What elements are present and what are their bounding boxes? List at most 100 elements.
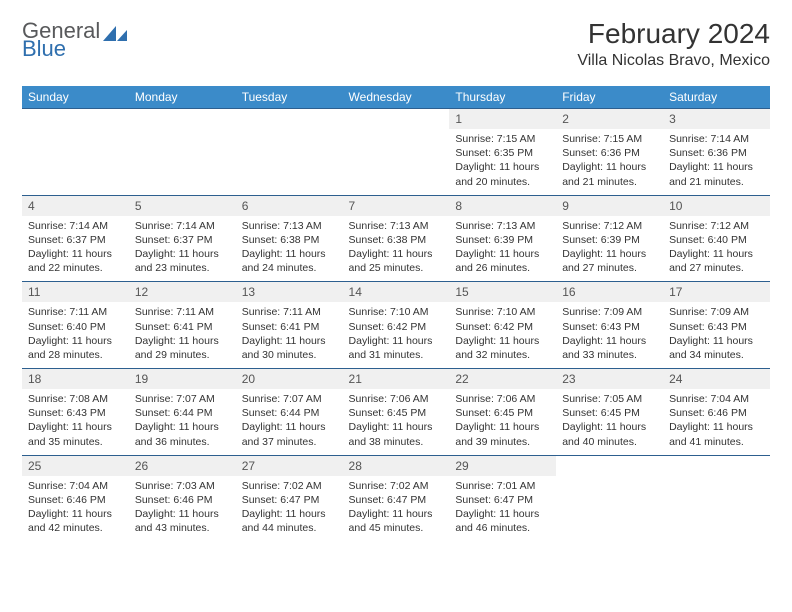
- day-cell: Sunrise: 7:11 AMSunset: 6:41 PMDaylight:…: [129, 302, 236, 368]
- sunset-line: Sunset: 6:44 PM: [242, 406, 337, 420]
- day-number-cell: 14: [343, 282, 450, 303]
- day-number-cell: [129, 109, 236, 130]
- sunset-line: Sunset: 6:39 PM: [455, 233, 550, 247]
- sunrise-line: Sunrise: 7:11 AM: [242, 305, 337, 319]
- details-row: Sunrise: 7:04 AMSunset: 6:46 PMDaylight:…: [22, 476, 770, 542]
- day-number-cell: 3: [663, 109, 770, 130]
- day-header: Thursday: [449, 86, 556, 109]
- day-header: Friday: [556, 86, 663, 109]
- sunset-line: Sunset: 6:36 PM: [669, 146, 764, 160]
- day-details: Sunrise: 7:10 AMSunset: 6:42 PMDaylight:…: [449, 302, 556, 368]
- sunset-line: Sunset: 6:45 PM: [349, 406, 444, 420]
- day-details: Sunrise: 7:06 AMSunset: 6:45 PMDaylight:…: [449, 389, 556, 455]
- day-cell: Sunrise: 7:12 AMSunset: 6:39 PMDaylight:…: [556, 216, 663, 282]
- sunset-line: Sunset: 6:43 PM: [669, 320, 764, 334]
- sunrise-line: Sunrise: 7:05 AM: [562, 392, 657, 406]
- day-details: Sunrise: 7:11 AMSunset: 6:40 PMDaylight:…: [22, 302, 129, 368]
- sunrise-line: Sunrise: 7:09 AM: [562, 305, 657, 319]
- day-details: Sunrise: 7:12 AMSunset: 6:40 PMDaylight:…: [663, 216, 770, 282]
- day-details: Sunrise: 7:08 AMSunset: 6:43 PMDaylight:…: [22, 389, 129, 455]
- daylight-line: Daylight: 11 hours and 34 minutes.: [669, 334, 764, 362]
- day-cell: Sunrise: 7:09 AMSunset: 6:43 PMDaylight:…: [556, 302, 663, 368]
- daylight-line: Daylight: 11 hours and 28 minutes.: [28, 334, 123, 362]
- day-cell: [22, 129, 129, 195]
- daylight-line: Daylight: 11 hours and 31 minutes.: [349, 334, 444, 362]
- day-details: Sunrise: 7:14 AMSunset: 6:37 PMDaylight:…: [22, 216, 129, 282]
- sunrise-line: Sunrise: 7:04 AM: [28, 479, 123, 493]
- day-header: Tuesday: [236, 86, 343, 109]
- day-number-cell: 16: [556, 282, 663, 303]
- day-details: Sunrise: 7:07 AMSunset: 6:44 PMDaylight:…: [236, 389, 343, 455]
- sunrise-line: Sunrise: 7:13 AM: [349, 219, 444, 233]
- day-cell: Sunrise: 7:13 AMSunset: 6:38 PMDaylight:…: [343, 216, 450, 282]
- sunset-line: Sunset: 6:38 PM: [242, 233, 337, 247]
- sunrise-line: Sunrise: 7:07 AM: [242, 392, 337, 406]
- sunrise-line: Sunrise: 7:11 AM: [135, 305, 230, 319]
- day-number-cell: 7: [343, 195, 450, 216]
- day-number-cell: 25: [22, 455, 129, 476]
- sunset-line: Sunset: 6:37 PM: [135, 233, 230, 247]
- sunrise-line: Sunrise: 7:14 AM: [135, 219, 230, 233]
- sunset-line: Sunset: 6:47 PM: [455, 493, 550, 507]
- day-cell: [663, 476, 770, 542]
- day-header: Wednesday: [343, 86, 450, 109]
- day-details: Sunrise: 7:13 AMSunset: 6:38 PMDaylight:…: [343, 216, 450, 282]
- day-cell: Sunrise: 7:09 AMSunset: 6:43 PMDaylight:…: [663, 302, 770, 368]
- daylight-line: Daylight: 11 hours and 27 minutes.: [669, 247, 764, 275]
- sunset-line: Sunset: 6:47 PM: [242, 493, 337, 507]
- day-cell: Sunrise: 7:03 AMSunset: 6:46 PMDaylight:…: [129, 476, 236, 542]
- sunset-line: Sunset: 6:43 PM: [28, 406, 123, 420]
- day-number-cell: 29: [449, 455, 556, 476]
- day-number-cell: 20: [236, 369, 343, 390]
- daynum-row: 2526272829: [22, 455, 770, 476]
- title-block: February 2024 Villa Nicolas Bravo, Mexic…: [577, 18, 770, 70]
- day-details: Sunrise: 7:01 AMSunset: 6:47 PMDaylight:…: [449, 476, 556, 542]
- daylight-line: Daylight: 11 hours and 41 minutes.: [669, 420, 764, 448]
- day-details: Sunrise: 7:11 AMSunset: 6:41 PMDaylight:…: [129, 302, 236, 368]
- daynum-row: 11121314151617: [22, 282, 770, 303]
- day-cell: Sunrise: 7:07 AMSunset: 6:44 PMDaylight:…: [129, 389, 236, 455]
- day-cell: Sunrise: 7:15 AMSunset: 6:36 PMDaylight:…: [556, 129, 663, 195]
- day-number-cell: 24: [663, 369, 770, 390]
- day-number-cell: [22, 109, 129, 130]
- day-cell: [343, 129, 450, 195]
- day-cell: Sunrise: 7:04 AMSunset: 6:46 PMDaylight:…: [663, 389, 770, 455]
- day-number-cell: 10: [663, 195, 770, 216]
- location: Villa Nicolas Bravo, Mexico: [577, 52, 770, 70]
- daylight-line: Daylight: 11 hours and 21 minutes.: [562, 160, 657, 188]
- day-number-cell: 21: [343, 369, 450, 390]
- sunrise-line: Sunrise: 7:02 AM: [349, 479, 444, 493]
- daylight-line: Daylight: 11 hours and 30 minutes.: [242, 334, 337, 362]
- day-number-cell: 8: [449, 195, 556, 216]
- sunrise-line: Sunrise: 7:11 AM: [28, 305, 123, 319]
- day-details: Sunrise: 7:09 AMSunset: 6:43 PMDaylight:…: [663, 302, 770, 368]
- day-details: Sunrise: 7:13 AMSunset: 6:39 PMDaylight:…: [449, 216, 556, 282]
- day-header: Sunday: [22, 86, 129, 109]
- day-cell: Sunrise: 7:15 AMSunset: 6:35 PMDaylight:…: [449, 129, 556, 195]
- day-number-cell: 11: [22, 282, 129, 303]
- day-details: Sunrise: 7:02 AMSunset: 6:47 PMDaylight:…: [236, 476, 343, 542]
- day-details: Sunrise: 7:03 AMSunset: 6:46 PMDaylight:…: [129, 476, 236, 542]
- day-number-cell: 18: [22, 369, 129, 390]
- sunrise-line: Sunrise: 7:14 AM: [669, 132, 764, 146]
- daylight-line: Daylight: 11 hours and 44 minutes.: [242, 507, 337, 535]
- daylight-line: Daylight: 11 hours and 38 minutes.: [349, 420, 444, 448]
- day-number-cell: [556, 455, 663, 476]
- daylight-line: Daylight: 11 hours and 39 minutes.: [455, 420, 550, 448]
- sunset-line: Sunset: 6:41 PM: [135, 320, 230, 334]
- sunset-line: Sunset: 6:39 PM: [562, 233, 657, 247]
- day-details: Sunrise: 7:15 AMSunset: 6:35 PMDaylight:…: [449, 129, 556, 195]
- daylight-line: Daylight: 11 hours and 35 minutes.: [28, 420, 123, 448]
- day-cell: Sunrise: 7:07 AMSunset: 6:44 PMDaylight:…: [236, 389, 343, 455]
- daylight-line: Daylight: 11 hours and 42 minutes.: [28, 507, 123, 535]
- month-title: February 2024: [577, 18, 770, 50]
- sunset-line: Sunset: 6:43 PM: [562, 320, 657, 334]
- day-number-cell: [663, 455, 770, 476]
- sunrise-line: Sunrise: 7:10 AM: [455, 305, 550, 319]
- day-cell: Sunrise: 7:05 AMSunset: 6:45 PMDaylight:…: [556, 389, 663, 455]
- details-row: Sunrise: 7:08 AMSunset: 6:43 PMDaylight:…: [22, 389, 770, 455]
- sunset-line: Sunset: 6:42 PM: [349, 320, 444, 334]
- sunrise-line: Sunrise: 7:07 AM: [135, 392, 230, 406]
- day-details: Sunrise: 7:10 AMSunset: 6:42 PMDaylight:…: [343, 302, 450, 368]
- day-number-cell: 19: [129, 369, 236, 390]
